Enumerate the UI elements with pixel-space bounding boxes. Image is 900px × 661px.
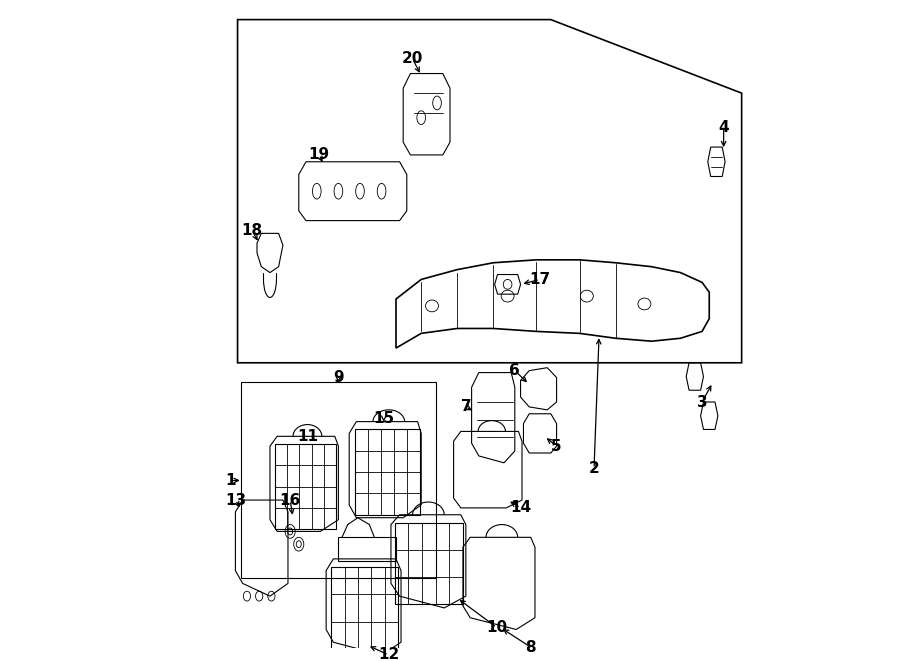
Text: 18: 18 bbox=[241, 223, 263, 238]
Text: 1: 1 bbox=[225, 473, 236, 488]
Text: 20: 20 bbox=[402, 52, 423, 66]
Text: 2: 2 bbox=[589, 461, 599, 476]
Text: 3: 3 bbox=[697, 395, 707, 410]
Text: 9: 9 bbox=[333, 370, 344, 385]
Text: 6: 6 bbox=[509, 363, 520, 378]
Text: 10: 10 bbox=[486, 620, 508, 635]
Text: 19: 19 bbox=[309, 147, 329, 163]
Text: 11: 11 bbox=[297, 429, 318, 444]
Text: 5: 5 bbox=[552, 439, 562, 453]
Text: 4: 4 bbox=[718, 120, 729, 135]
Text: 14: 14 bbox=[510, 500, 531, 516]
Text: 12: 12 bbox=[378, 648, 400, 661]
Text: 8: 8 bbox=[526, 640, 536, 654]
Text: 15: 15 bbox=[374, 411, 394, 426]
Text: 13: 13 bbox=[225, 492, 246, 508]
Text: 17: 17 bbox=[529, 272, 551, 287]
Text: 7: 7 bbox=[461, 399, 472, 414]
Text: 16: 16 bbox=[280, 492, 301, 508]
